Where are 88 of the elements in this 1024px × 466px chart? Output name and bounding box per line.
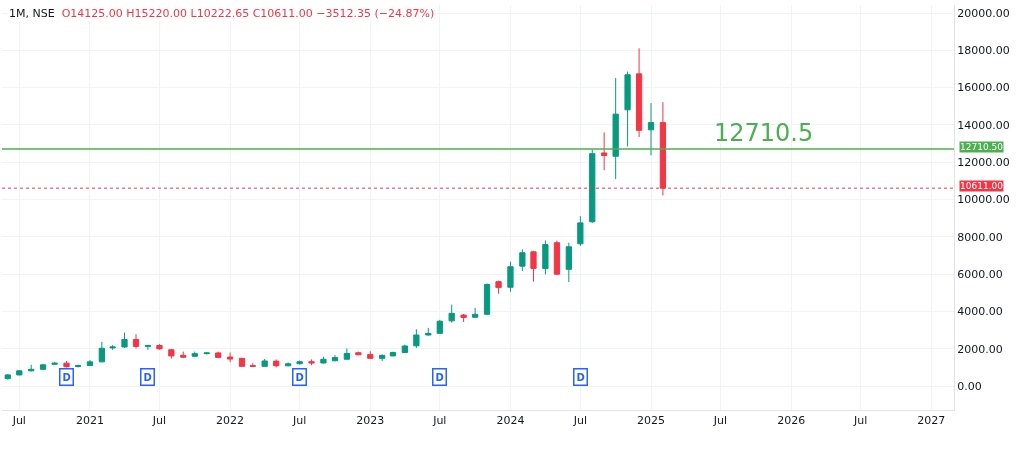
- text: 10611.00: [960, 181, 1004, 191]
- annotation: D: [143, 371, 152, 383]
- y-tick-label: 16000.00: [957, 81, 1010, 95]
- ref-line-label: 12710.5: [714, 119, 814, 147]
- candlestick: [647, 102, 655, 156]
- annotation: D: [435, 371, 444, 383]
- x-tick-label: Jul: [572, 414, 587, 428]
- candlestick: [413, 328, 420, 349]
- chart-subtitle: O14125.00 H15220.00 L10222.65 C10611.00 −3512.35 (−24.87%): [61, 7, 435, 20]
- candlestick: [16, 369, 23, 376]
- text: 12710.50: [960, 142, 1004, 152]
- candlestick: [389, 351, 397, 357]
- candlestick: [601, 131, 608, 171]
- y-tick-label: 0.00: [957, 379, 982, 393]
- candlestick: [367, 350, 374, 360]
- candlestick: [460, 313, 467, 323]
- candlestick: [51, 361, 58, 366]
- candlestick: [156, 343, 163, 351]
- annotation: D: [576, 371, 585, 383]
- y-tick-label: 18000.00: [957, 44, 1010, 58]
- candlestick: [379, 353, 386, 362]
- candlestick: [63, 360, 70, 368]
- candlestick: [507, 261, 514, 293]
- x-tick-label: Jul: [291, 414, 307, 428]
- candlestick: [215, 351, 222, 359]
- x-tick-label: 2026: [777, 414, 806, 428]
- x-tick-label: 2024: [496, 414, 525, 428]
- x-tick-label: 2023: [356, 414, 385, 428]
- candlestick: [168, 348, 175, 360]
- candlestick: [471, 307, 479, 319]
- candlestick: [109, 344, 116, 351]
- candlestick: [553, 240, 561, 276]
- y-tick-label: 14000.00: [957, 118, 1010, 132]
- candlestick: [624, 71, 631, 147]
- x-tick-label: 2027: [917, 414, 946, 428]
- annotation: D: [62, 371, 71, 383]
- candlestick: [191, 351, 198, 358]
- candlestick: [635, 47, 643, 138]
- y-tick-label: 8000.00: [957, 230, 1003, 244]
- y-tick-label: 10000.00: [957, 193, 1010, 207]
- candlestick: [180, 351, 187, 359]
- y-tick-label: 2000.00: [957, 342, 1003, 356]
- candlestick: [401, 344, 408, 354]
- candlestick: [355, 351, 362, 356]
- candlestick: [296, 360, 303, 365]
- candlestick: [519, 248, 526, 272]
- candlestick: [589, 149, 596, 224]
- candlestick: [203, 351, 210, 355]
- x-tick-label: Jul: [712, 414, 728, 428]
- candlestick: [612, 77, 619, 180]
- candlestick: [86, 359, 94, 367]
- candlestick: [530, 250, 537, 283]
- candlestick: [132, 333, 140, 349]
- candlestick: [565, 242, 572, 283]
- candlestick: [331, 354, 339, 362]
- candlestick: [542, 239, 549, 275]
- candlestick: [144, 344, 152, 351]
- candlestick: [238, 357, 246, 368]
- x-tick-label: 2022: [216, 414, 245, 428]
- x-tick-label: Jul: [151, 414, 167, 428]
- candlestick: [577, 215, 584, 247]
- candlestick: [343, 347, 350, 361]
- chart-title: 1M, NSE: [9, 7, 55, 20]
- candlestick: [425, 327, 432, 337]
- candlestick: [39, 363, 47, 371]
- x-tick-label: Jul: [11, 414, 26, 428]
- candlestick: [448, 304, 455, 324]
- candlestick: [261, 358, 268, 368]
- x-tick-label: Jul: [853, 414, 868, 428]
- candlestick: [249, 362, 256, 368]
- candlestick: [121, 332, 128, 349]
- y-tick-label: 6000.00: [957, 268, 1003, 282]
- candlestick: [308, 358, 315, 366]
- candlestick: [436, 319, 443, 335]
- annotation: D: [295, 371, 304, 383]
- candlestick: [495, 280, 502, 295]
- candlestick: [226, 352, 234, 363]
- candlestick: [483, 283, 491, 316]
- y-tick-label: 20000.00: [957, 6, 1010, 20]
- candlestick: [273, 358, 280, 368]
- x-tick-label: 2025: [637, 414, 665, 428]
- candlestick: [4, 373, 11, 381]
- y-tick-label: 4000.00: [957, 305, 1003, 319]
- x-tick-label: Jul: [432, 414, 447, 428]
- candlestick: [320, 356, 327, 364]
- x-tick-label: 2021: [75, 414, 104, 428]
- candlestick: [98, 341, 105, 363]
- y-tick-label: 12000.00: [957, 156, 1010, 170]
